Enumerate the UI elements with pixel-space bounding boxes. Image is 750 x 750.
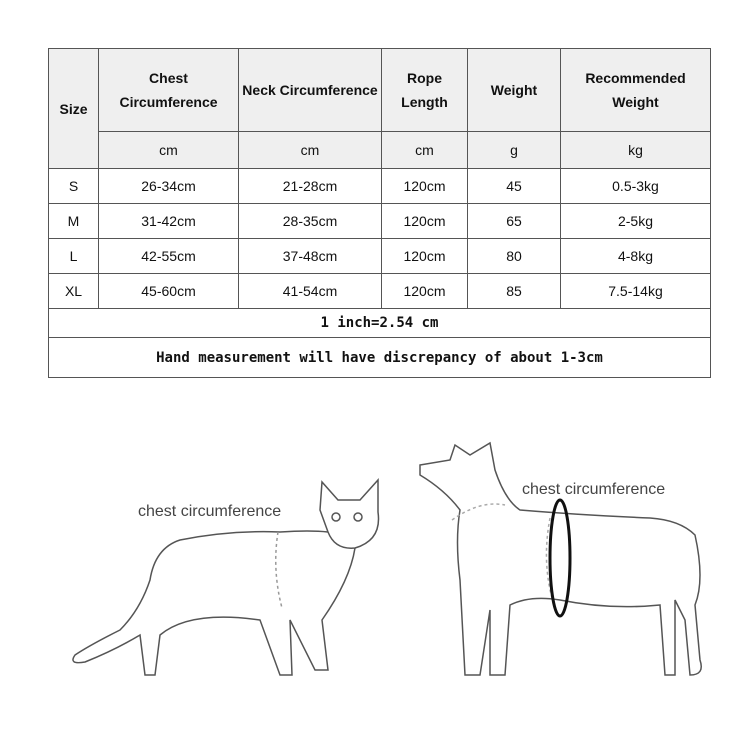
- dog-chest-label: chest circumference: [522, 481, 666, 498]
- cell: 120cm: [381, 203, 468, 239]
- cell: 65: [467, 203, 561, 239]
- chest-strap-marker: [548, 498, 572, 618]
- cell: 26-34cm: [98, 168, 239, 204]
- unit-cell: g: [467, 131, 561, 169]
- cell: 45: [467, 168, 561, 204]
- unit-cell: cm: [98, 131, 239, 169]
- inch-note-row: 1 inch=2.54 cm: [48, 308, 711, 338]
- cell: 2-5kg: [560, 203, 711, 239]
- cell: 4-8kg: [560, 238, 711, 274]
- cell: 80: [467, 238, 561, 274]
- header-recommended: Recommended Weight: [560, 48, 711, 132]
- unit-row: cm cm cm g kg: [49, 131, 711, 169]
- header-neck: Neck Circumference: [238, 48, 382, 132]
- header-row: Size Chest Circumference Neck Circumfere…: [48, 48, 711, 169]
- cell: 42-55cm: [98, 238, 239, 274]
- dog-illustration: [419, 441, 702, 676]
- size-chart-table: Size Chest Circumference Neck Circumfere…: [48, 48, 711, 378]
- unit-cell: kg: [560, 131, 711, 169]
- cat-chest-label: chest circumference: [138, 503, 282, 520]
- cell: 0.5-3kg: [560, 168, 711, 204]
- unit-cell: cm: [381, 131, 468, 169]
- cell: L: [48, 238, 99, 274]
- cell: 120cm: [381, 273, 468, 309]
- table-row: L 42-55cm 37-48cm 120cm 80 4-8kg: [48, 238, 711, 274]
- inch-note: 1 inch=2.54 cm: [48, 308, 711, 338]
- cell: 37-48cm: [238, 238, 382, 274]
- cell: 120cm: [381, 238, 468, 274]
- header-size: Size: [48, 48, 99, 169]
- table-row: M 31-42cm 28-35cm 120cm 65 2-5kg: [48, 203, 711, 239]
- cat-illustration: [72, 478, 380, 676]
- unit-cell: cm: [238, 131, 382, 169]
- cell: 7.5-14kg: [560, 273, 711, 309]
- header-chest: Chest Circumference: [98, 48, 239, 132]
- header-rope: Rope Length: [381, 48, 468, 132]
- cell: 45-60cm: [98, 273, 239, 309]
- header-weight: Weight: [467, 48, 561, 132]
- cell: 21-28cm: [238, 168, 382, 204]
- table-row: XL 45-60cm 41-54cm 120cm 85 7.5-14kg: [48, 273, 711, 309]
- cell: 85: [467, 273, 561, 309]
- table-row: S 26-34cm 21-28cm 120cm 45 0.5-3kg: [48, 168, 711, 204]
- cell: S: [48, 168, 99, 204]
- cell: M: [48, 203, 99, 239]
- cell: 120cm: [381, 168, 468, 204]
- measurement-note-row: Hand measurement will have discrepancy o…: [48, 337, 711, 378]
- cell: XL: [48, 273, 99, 309]
- cell: 41-54cm: [238, 273, 382, 309]
- cell: 28-35cm: [238, 203, 382, 239]
- measurement-note: Hand measurement will have discrepancy o…: [48, 337, 711, 378]
- cell: 31-42cm: [98, 203, 239, 239]
